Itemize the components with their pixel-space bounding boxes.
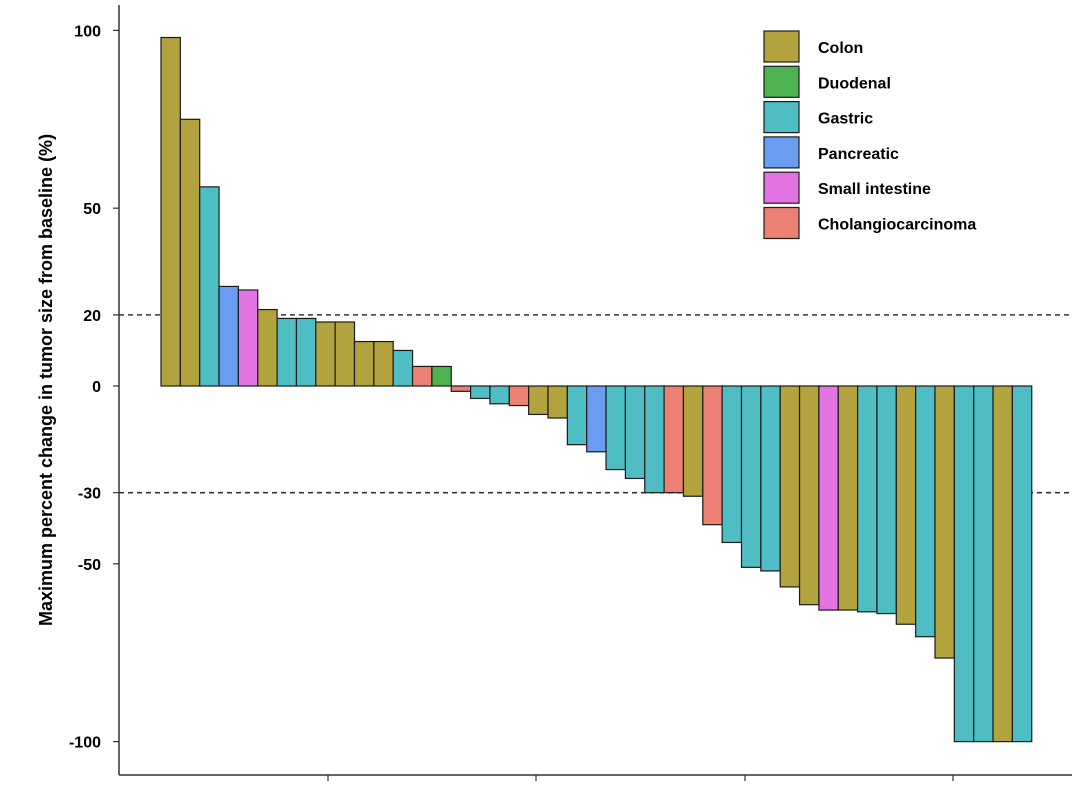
y-axis-title: Maximum percent change in tumor size fro… [36, 134, 56, 626]
legend-swatch-small-intestine [763, 171, 800, 204]
bar-small-intestine [237, 289, 259, 387]
bar-gastric [489, 385, 510, 405]
legend-swatch-gastric [763, 100, 800, 134]
axes [118, 5, 1072, 781]
bar-gastric [856, 385, 878, 613]
legend-swatch-pancreatic [763, 136, 800, 169]
bar-colon [934, 385, 955, 659]
bar-gastric [605, 385, 626, 471]
bar-gastric [295, 317, 317, 387]
bar-cholangiocarcinoma [411, 365, 433, 387]
y-tick-label: 50 [83, 201, 101, 218]
bar-small-intestine [818, 385, 839, 611]
y-tick-label: -100 [69, 735, 101, 752]
bar-gastric [876, 385, 897, 615]
legend-label-gastric: Gastric [818, 111, 873, 128]
bar-gastric [721, 385, 743, 544]
y-tick-label: -50 [78, 557, 101, 574]
y-tick-label: 0 [92, 379, 101, 396]
bar-pancreatic [586, 385, 607, 453]
bar-gastric [644, 385, 665, 494]
bar-colon [895, 385, 917, 625]
bar-colon [779, 385, 801, 588]
bar-colon [373, 340, 394, 387]
bar-colon [547, 385, 568, 419]
legend-label-duodenal: Duodenal [818, 75, 891, 92]
bar-cholangiocarcinoma [450, 385, 472, 392]
legend-label-colon: Colon [818, 40, 863, 57]
bar-colon [992, 385, 1013, 743]
bar-gastric [953, 385, 975, 743]
bar-cholangiocarcinoma [702, 385, 723, 526]
legend-swatch-colon [763, 30, 800, 63]
bar-duodenal [431, 365, 452, 387]
bar-gastric [276, 317, 298, 387]
bar-gastric [566, 385, 588, 446]
bar-colon [160, 36, 181, 387]
bar-colon [682, 385, 704, 497]
bar-colon [179, 118, 201, 387]
bar-pancreatic [218, 285, 240, 387]
legend-label-small-intestine: Small intestine [818, 181, 931, 198]
bar-gastric [973, 385, 994, 743]
bar-cholangiocarcinoma [663, 385, 685, 494]
bar-gastric [470, 385, 491, 400]
bar-gastric [915, 385, 936, 638]
legend-label-pancreatic: Pancreatic [818, 146, 899, 163]
bar-gastric [392, 349, 414, 387]
bar-colon [798, 385, 820, 606]
bar-colon [353, 340, 375, 387]
bars [160, 36, 1033, 743]
bar-gastric [740, 385, 762, 568]
bar-gastric [760, 385, 781, 572]
legend-swatch-cholangiocarcinoma [763, 206, 800, 240]
bar-colon [315, 321, 336, 387]
bar-colon [528, 385, 549, 416]
bar-gastric [624, 385, 646, 480]
bar-cholangiocarcinoma [508, 385, 530, 407]
bar-colon [257, 308, 278, 387]
y-tick-label: 20 [83, 308, 101, 325]
bar-colon [837, 385, 859, 611]
y-axis-ticks: 100 50 20 0 -30 -50 -100 [69, 23, 119, 752]
y-tick-label: 100 [74, 23, 101, 40]
bar-gastric [199, 186, 220, 387]
legend-swatch-duodenal [763, 65, 800, 98]
legend: Colon Duodenal Gastric Pancreatic Small inte… [763, 30, 976, 240]
bar-gastric [1011, 385, 1033, 743]
bar-colon [334, 321, 356, 387]
y-tick-label: -30 [78, 486, 101, 503]
legend-label-cholangiocarcinoma: Cholangiocarcinoma [818, 217, 976, 234]
